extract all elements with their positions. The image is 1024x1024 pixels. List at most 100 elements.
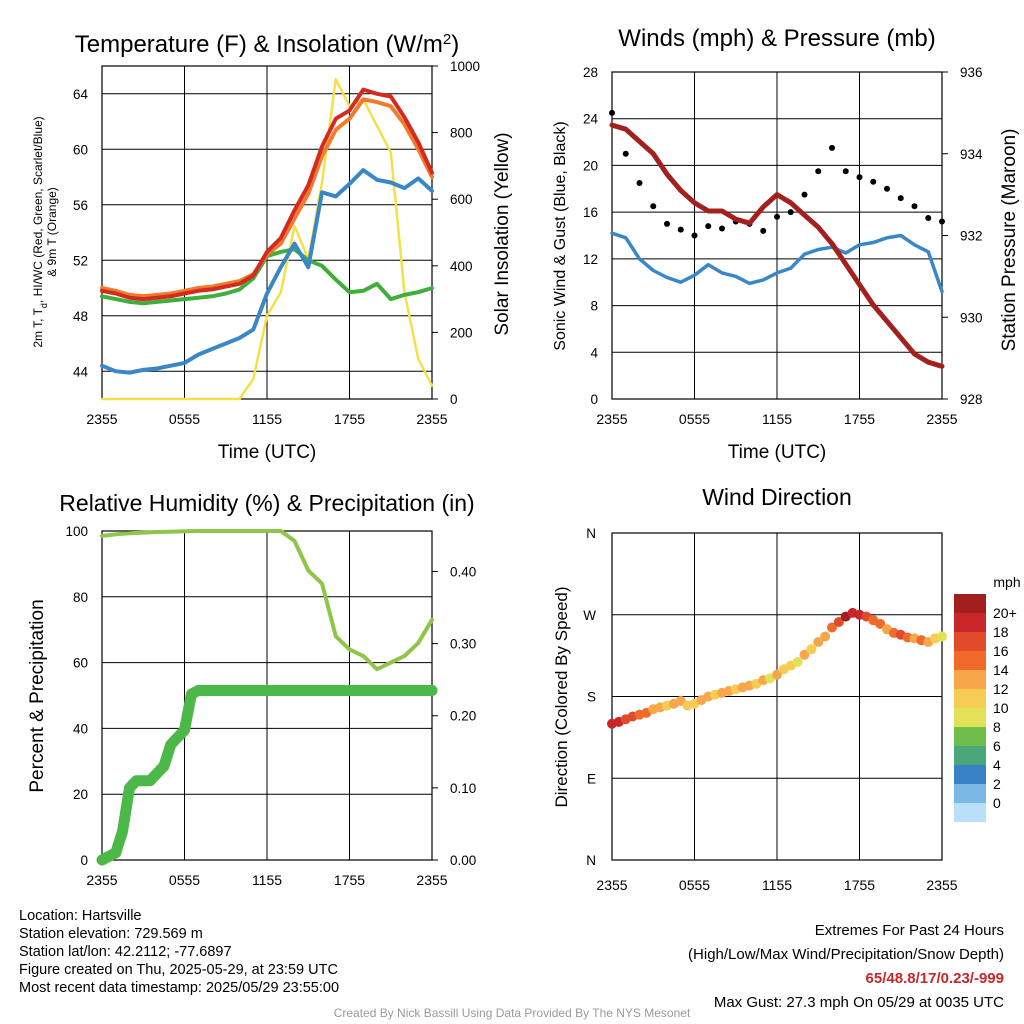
temperature-ytick-right: 400	[450, 259, 473, 274]
series-line-hi-wc	[100, 168, 434, 375]
legend-swatch	[954, 689, 986, 708]
direction-ylabel-left: Direction (Colored By Speed)	[552, 586, 571, 807]
station-latlon: Station lat/lon: 42.2112; -77.6897	[19, 944, 232, 960]
winds-ytick-right: 930	[960, 310, 983, 325]
temperature-frame	[101, 65, 433, 400]
winds-xtick-label: 2355	[596, 411, 627, 427]
winds-frame	[611, 71, 943, 400]
legend-swatch	[954, 765, 986, 784]
direction-xtick-label: 0555	[679, 877, 710, 893]
humidity-xtick-label: 2355	[86, 872, 117, 888]
temperature-xtick-label: 1755	[334, 411, 365, 427]
gust-point	[650, 203, 657, 210]
legend-swatch	[954, 803, 986, 822]
humidity-xtick-label: 0555	[169, 872, 200, 888]
gust-point	[787, 209, 794, 216]
legend-label: 18	[993, 624, 1009, 640]
direction-ytick: S	[587, 690, 596, 705]
temperature-ytick-left: 52	[73, 253, 88, 268]
legend-swatch	[954, 746, 986, 765]
legend-label: 12	[993, 681, 1009, 697]
winds-ylabel-left: Sonic Wind & Gust (Blue, Black)	[552, 121, 569, 350]
temperature-ytick-left: 64	[73, 87, 89, 102]
temperature-ytick-left: 44	[73, 364, 89, 379]
humidity-xtick-label: 1155	[252, 872, 282, 888]
gust-point	[884, 185, 890, 192]
humidity-ylabel-left: Percent & Precipitation	[27, 599, 48, 792]
legend-label: 6	[993, 738, 1001, 754]
temperature-xtick-label: 1155	[252, 411, 282, 427]
direction-point	[813, 637, 824, 647]
humidity-xtick-label: 2355	[416, 872, 447, 888]
humidity-ytick-left: 20	[73, 787, 88, 802]
direction-xtick-label: 1155	[762, 877, 792, 893]
relative-humidity-line	[100, 529, 434, 672]
temperature-title: Temperature (F) & Insolation (W/m2)	[75, 31, 459, 59]
humidity-title: Relative Humidity (%) & Precipitation (i…	[59, 490, 474, 516]
gust-point	[870, 178, 877, 185]
extremes-box: Extremes For Past 24 Hours (High/Low/Max…	[688, 919, 1004, 1015]
direction-point	[799, 649, 810, 660]
extremes-subtitle: (High/Low/Max Wind/Precipitation/Snow De…	[688, 946, 1004, 963]
winds-panel: 2355 0555 1155 1755 2355 0 4 8 12 16 20 24 28 928 930 9…	[583, 65, 983, 427]
temperature-xtick-label: 2355	[86, 411, 117, 427]
station-info: Location: Hartsville Station elevation: …	[19, 907, 339, 997]
gust-point	[691, 232, 698, 239]
legend-unit: mph	[993, 574, 1020, 590]
gust-point	[760, 227, 767, 234]
winds-ylabel-right: Station Pressure (Maroon)	[999, 129, 1020, 352]
direction-frame	[611, 532, 943, 861]
winds-xtick-label: 1755	[844, 411, 875, 427]
direction-xtick-label: 1755	[844, 877, 875, 893]
credit-line: Created By Nick Bassill Using Data Provi…	[333, 1006, 691, 1020]
humidity-ytick-right: 0.00	[450, 853, 476, 868]
temperature-xtick-label: 2355	[416, 411, 447, 427]
temperature-ytick-left: 56	[73, 198, 88, 213]
solar-insolation-line	[100, 78, 434, 401]
gust-point	[925, 214, 932, 221]
temperature-ytick-left: 48	[73, 309, 88, 324]
humidity-ytick-left: 100	[65, 524, 88, 539]
direction-ylabel-left-text: Direction (Colored By Speed)	[552, 586, 571, 807]
direction-point	[937, 631, 947, 642]
gust-point	[719, 225, 725, 232]
temperature-ytick-right: 200	[450, 325, 473, 340]
humidity-ytick-left: 60	[73, 656, 88, 671]
direction-ytick: E	[587, 771, 596, 786]
temperature-ylabel-left: 2m T, Td, HI/WC (Red, Green, Scarlet/Blu…	[31, 116, 59, 347]
legend-swatch	[954, 670, 986, 689]
precipitation-line	[96, 685, 438, 866]
gust-point	[856, 174, 863, 181]
humidity-ytick-left: 80	[73, 590, 88, 605]
direction-xtick-label: 2355	[926, 877, 957, 893]
temperature-ylabel-line2: & 9m T (Orange)	[45, 187, 59, 277]
legend-label: 2	[993, 776, 1001, 792]
humidity-ytick-right: 0.20	[450, 709, 476, 724]
humidity-ytick-left: 0	[80, 853, 88, 868]
humidity-ytick-right: 0.40	[450, 564, 476, 579]
gust-point	[829, 144, 835, 151]
winds-ytick-left: 16	[583, 205, 598, 220]
direction-point	[827, 622, 837, 633]
direction-ytick: N	[586, 853, 596, 868]
legend-label: 16	[993, 643, 1009, 659]
figure-created: Figure created on Thu, 2025-05-29, at 23…	[19, 962, 338, 978]
temperature-ylabel-line1: 2m T, Td, HI/WC (Red, Green, Scarlet/Blu…	[31, 116, 49, 347]
station-pressure-line	[609, 122, 945, 369]
speed-legend: mph 20+ 18 16 14 12 10 8 6 4 2 0	[954, 574, 1021, 822]
legend-label: 8	[993, 719, 1001, 735]
winds-xtick-label: 2355	[926, 411, 957, 427]
humidity-ylabel-left-text: Percent & Precipitation	[27, 599, 48, 792]
winds-ylabel-left-text: Sonic Wind & Gust (Blue, Black)	[552, 121, 569, 350]
legend-label: 4	[993, 757, 1001, 773]
temperature-xtick-label: 0555	[169, 411, 200, 427]
winds-ytick-left: 4	[590, 345, 598, 360]
temperature-ytick-right: 1000	[450, 59, 480, 74]
gust-point	[774, 213, 780, 220]
direction-title: Wind Direction	[702, 484, 852, 510]
gust-point	[636, 179, 643, 186]
humidity-panel: 2355 0555 1155 1755 2355 0 20 40 60 80 100 0.00 0.10…	[65, 524, 476, 888]
winds-title: Winds (mph) & Pressure (mb)	[618, 25, 935, 52]
gust-point	[677, 226, 684, 233]
